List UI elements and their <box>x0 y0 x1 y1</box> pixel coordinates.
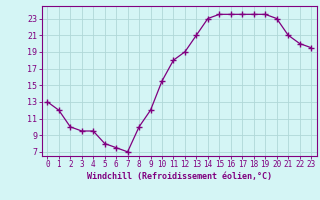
X-axis label: Windchill (Refroidissement éolien,°C): Windchill (Refroidissement éolien,°C) <box>87 172 272 181</box>
